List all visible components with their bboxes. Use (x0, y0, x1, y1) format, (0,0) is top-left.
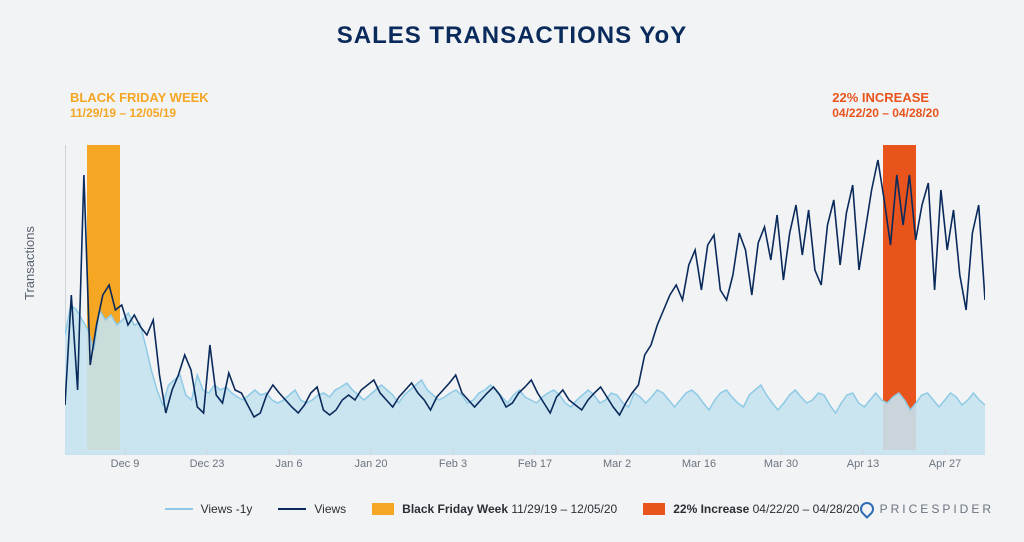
brand-text: PRICESPIDER (880, 502, 994, 516)
x-tick-label: Mar 30 (764, 458, 798, 470)
legend-item: 22% Increase 04/22/20 – 04/28/20 (643, 502, 859, 516)
x-tick-label: Mar 2 (603, 458, 631, 470)
x-tick-label: Dec 9 (111, 458, 140, 470)
callout-dates: 11/29/19 – 12/05/19 (70, 106, 209, 121)
y-axis-label: Transactions (22, 226, 37, 300)
x-tick-label: Jan 20 (354, 458, 387, 470)
callout-title: BLACK FRIDAY WEEK (70, 90, 209, 106)
legend-swatch (372, 503, 394, 515)
legend-item: Black Friday Week 11/29/19 – 12/05/20 (372, 502, 617, 516)
legend-swatch (165, 508, 193, 510)
x-tick-label: Apr 13 (847, 458, 879, 470)
x-axis: Dec 9 Dec 23 Jan 6 Jan 20 Feb 3 Feb 17 Mar 2 Ma… (65, 458, 985, 478)
legend-label: 22% Increase 04/22/20 – 04/28/20 (673, 502, 859, 516)
x-tick-label: Mar 16 (682, 458, 716, 470)
legend-label: Views (314, 502, 346, 516)
x-tick-label: Jan 6 (276, 458, 303, 470)
x-tick-label: Feb 17 (518, 458, 552, 470)
legend-item: Views (278, 502, 346, 516)
callout-increase: 22% INCREASE 04/22/20 – 04/28/20 (832, 90, 939, 121)
legend-swatch (643, 503, 665, 515)
brand-logo: PRICESPIDER (860, 502, 994, 516)
callout-title: 22% INCREASE (832, 90, 939, 106)
chart-svg (65, 145, 985, 455)
legend-item: Views -1y (165, 502, 253, 516)
x-tick-label: Dec 23 (190, 458, 225, 470)
legend-label: Views -1y (201, 502, 253, 516)
legend-label: Black Friday Week 11/29/19 – 12/05/20 (402, 502, 617, 516)
legend-swatch (278, 508, 306, 510)
x-tick-label: Apr 27 (929, 458, 961, 470)
chart-title: SALES TRANSACTIONS YoY (0, 0, 1024, 50)
chart-area (65, 145, 985, 455)
x-tick-label: Feb 3 (439, 458, 467, 470)
callout-dates: 04/22/20 – 04/28/20 (832, 106, 939, 121)
callout-black-friday: BLACK FRIDAY WEEK 11/29/19 – 12/05/19 (70, 90, 209, 121)
pricespider-icon (857, 499, 877, 519)
